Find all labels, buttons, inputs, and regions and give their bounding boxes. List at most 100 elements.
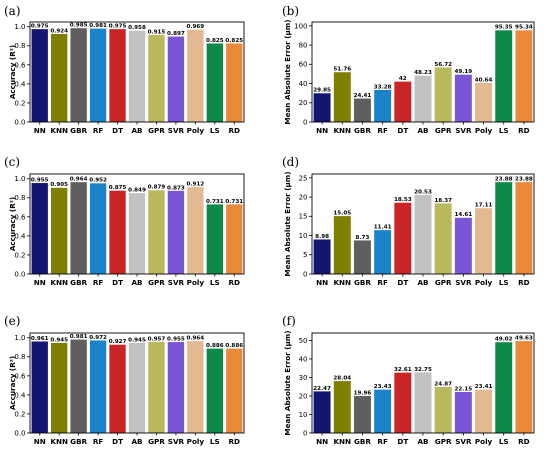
bar — [70, 28, 87, 122]
bar-value-label: 0.915 — [148, 29, 166, 35]
bar-value-label: 22.47 — [313, 386, 331, 392]
bar-value-label: 22.15 — [455, 386, 473, 392]
y-tick-label: 0.8 — [14, 194, 25, 202]
bar — [333, 72, 351, 122]
bar-value-label: 19.96 — [354, 390, 372, 396]
bar — [109, 344, 126, 433]
bar — [495, 342, 513, 433]
x-tick-label: GBR — [354, 278, 371, 287]
x-tick-label: DT — [397, 126, 408, 135]
panel-label: (f) — [282, 314, 296, 328]
bar — [434, 67, 452, 122]
bar — [148, 34, 165, 122]
bar-value-label: 0.972 — [89, 335, 107, 341]
x-tick-label: GPR — [148, 278, 165, 287]
bar — [70, 339, 87, 433]
x-tick-label: RF — [93, 126, 104, 135]
x-tick-label: KNN — [333, 437, 351, 446]
bar — [333, 216, 351, 274]
bar — [313, 391, 331, 433]
bar — [434, 386, 452, 433]
bar — [89, 183, 107, 274]
x-tick-label: LS — [499, 126, 509, 135]
x-tick-label: KNN — [50, 126, 68, 135]
bar-value-label: 15.05 — [333, 211, 351, 217]
x-tick-label: SVR — [455, 278, 472, 287]
panel-label: (a) — [4, 4, 21, 18]
bar — [414, 195, 432, 274]
y-tick-label: 1.0 — [14, 23, 25, 31]
bar — [394, 81, 412, 122]
bar-value-label: 0.879 — [148, 185, 166, 191]
bar — [89, 28, 107, 122]
bar-value-label: 0.957 — [148, 336, 166, 342]
bar — [515, 341, 533, 433]
x-tick-label: RF — [93, 437, 104, 446]
bar — [51, 34, 68, 122]
y-tick-label: 30 — [299, 374, 308, 382]
y-tick-label: 0.4 — [14, 80, 26, 88]
bar — [454, 391, 472, 433]
bar — [353, 98, 371, 122]
bar-value-label: 0.731 — [225, 199, 243, 205]
x-tick-label: RD — [518, 126, 530, 135]
x-tick-label: RD — [518, 278, 530, 287]
y-tick-label: 25 — [299, 174, 308, 182]
x-tick-label: RF — [93, 278, 104, 287]
bar-value-label: 24.87 — [434, 381, 452, 387]
bar-value-label: 0.886 — [206, 343, 224, 349]
y-tick-label: 0.8 — [14, 353, 25, 361]
x-tick-label: LS — [499, 437, 509, 446]
y-tick-label: 60 — [299, 61, 308, 69]
bar — [51, 187, 68, 274]
x-tick-label: GPR — [148, 437, 165, 446]
x-tick-label: NN — [34, 278, 46, 287]
y-tick-label: 0.2 — [14, 410, 25, 418]
x-tick-label: Poly — [475, 437, 493, 446]
x-tick-label: RF — [377, 126, 388, 135]
y-tick-label: 10 — [299, 232, 308, 240]
x-tick-label: GPR — [435, 126, 452, 135]
bar — [226, 204, 243, 274]
bar — [414, 372, 432, 433]
x-tick-label: GBR — [354, 437, 371, 446]
bar — [353, 396, 371, 433]
x-tick-label: AB — [131, 278, 142, 287]
y-tick-label: 20 — [299, 99, 308, 107]
chart-panel: (b) 29.85 NN 51.76 KNN 24.41 GBR 33.28 RF 42 DT 48.… — [282, 4, 535, 135]
bar — [31, 183, 48, 274]
bar-value-label: 0.873 — [167, 185, 185, 191]
bar — [148, 190, 165, 274]
bar — [70, 182, 87, 274]
y-tick-label: 20 — [299, 193, 308, 201]
panel-label: (e) — [4, 314, 20, 328]
x-tick-label: GBR — [70, 126, 87, 135]
x-tick-label: AB — [417, 437, 428, 446]
bar — [148, 341, 165, 433]
y-axis-label: Mean Absolute Error (μm) — [283, 171, 292, 276]
bar-value-label: 18.37 — [434, 198, 452, 204]
x-tick-label: SVR — [168, 437, 185, 446]
bar — [128, 193, 146, 274]
x-tick-label: Poly — [187, 126, 205, 135]
bar — [515, 182, 533, 274]
y-tick-label: 10 — [299, 411, 308, 419]
y-tick-label: 100 — [294, 22, 307, 30]
bar-value-label: 49.19 — [455, 69, 473, 75]
bar-value-label: 0.927 — [109, 339, 127, 345]
x-tick-label: AB — [417, 278, 428, 287]
bar-value-label: 0.875 — [109, 185, 127, 191]
y-tick-label: 0.0 — [14, 118, 25, 126]
y-tick-label: 0.6 — [14, 372, 26, 380]
bar-value-label: 20.53 — [414, 189, 432, 195]
y-tick-label: 1.0 — [14, 175, 25, 183]
bar-value-label: 0.849 — [128, 188, 146, 194]
bar — [475, 82, 493, 122]
bar — [475, 208, 493, 274]
chart-panel: (c) 0.955 NN 0.905 KNN 0.964 GBR 0.952 RF 0.875 DT… — [4, 155, 245, 287]
y-tick-label: 15 — [299, 213, 308, 221]
bar-value-label: 0.912 — [187, 182, 205, 188]
bar — [31, 341, 48, 433]
bar-value-label: 8.98 — [315, 234, 329, 240]
x-tick-label: Poly — [475, 126, 493, 135]
